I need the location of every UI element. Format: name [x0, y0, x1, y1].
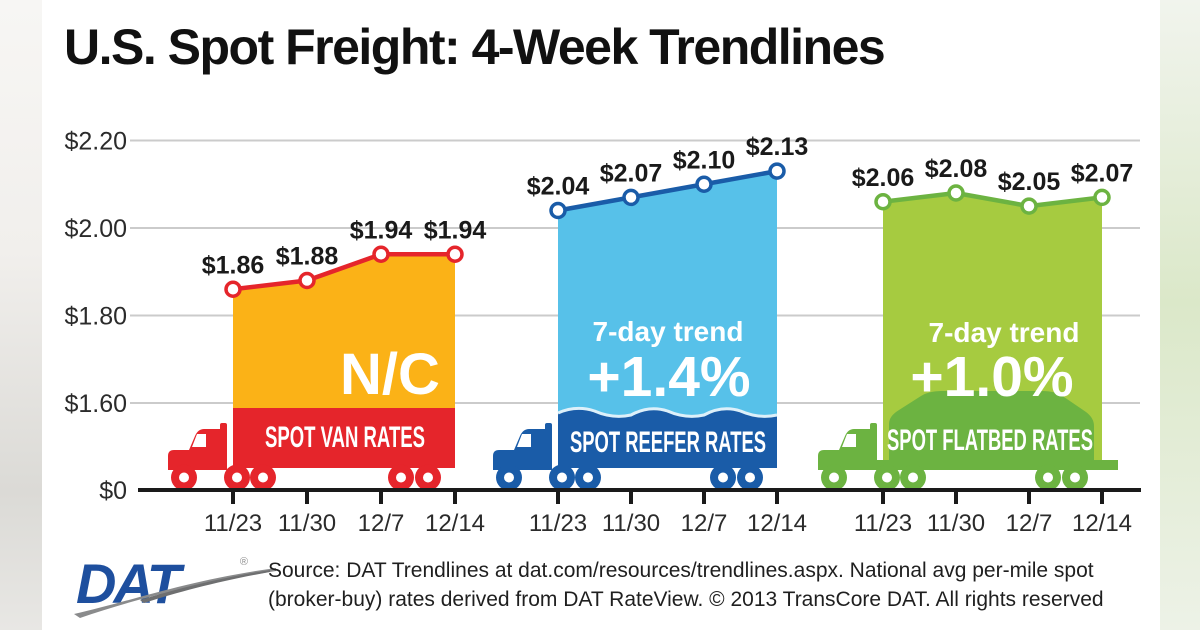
flatbed-data-point	[1093, 188, 1111, 207]
x-axis-date-label: 11/30	[602, 510, 660, 537]
flatbed-data-point	[1020, 197, 1038, 215]
reefer-band-label: SPOT REEFER RATES	[570, 426, 766, 459]
truck-wheel-hub	[396, 472, 406, 483]
x-axis-date-label: 11/30	[278, 510, 336, 537]
x-axis-date-label: 12/7	[1006, 510, 1053, 537]
van-area	[233, 254, 455, 408]
x-axis-date-label: 12/14	[747, 510, 807, 537]
reefer-point-label: $2.13	[746, 133, 809, 161]
flatbed-point-label: $2.05	[998, 168, 1061, 196]
van-point-label: $1.86	[202, 251, 265, 279]
truck-wheel-hub	[258, 472, 268, 483]
truck-wheel-hub	[718, 472, 728, 483]
truck-wheel-hub	[583, 472, 593, 483]
reefer-wave-highlight	[557, 406, 778, 418]
registered-trademark-icon: ®	[239, 556, 248, 568]
dat-logo: DAT ®	[74, 552, 276, 620]
flatbed-deck	[861, 460, 1118, 470]
y-axis-tick-label: $0	[99, 477, 127, 505]
x-axis-date-label: 11/23	[204, 510, 262, 537]
truck-wheel-hub	[1070, 472, 1080, 483]
flatbed-data-point	[947, 184, 965, 202]
x-axis-date-label: 11/30	[927, 510, 985, 537]
y-axis-tick-label: $2.20	[64, 128, 127, 156]
van-trailer-band	[233, 408, 455, 468]
y-axis-tick-label: $2.00	[64, 215, 127, 243]
reefer-data-point	[549, 201, 567, 220]
reefer-trend-value: +1.4%	[587, 345, 750, 409]
truck-wheel-hub	[908, 472, 918, 483]
truck-wheel-hub	[557, 472, 567, 483]
x-axis-date-label: 12/14	[425, 510, 485, 537]
van-data-point	[446, 245, 464, 263]
reefer-point-label: $2.10	[673, 146, 736, 174]
truck-wheel-hub	[232, 472, 242, 483]
truck-cab-window	[517, 434, 531, 447]
y-axis-tick-label: $1.80	[64, 303, 127, 331]
flatbed-point-label: $2.07	[1071, 159, 1134, 187]
truck-wheel-hub	[745, 472, 755, 483]
x-axis-date-label: 12/7	[358, 510, 405, 537]
reefer-point-label: $2.07	[600, 159, 663, 187]
right-gradient-edge	[1160, 0, 1200, 630]
truck-cab-window	[192, 434, 206, 447]
truck-wheel-hub	[179, 472, 189, 483]
dat-logo-text: DAT	[76, 552, 181, 615]
truck-wheel-hub	[423, 472, 433, 483]
y-axis-tick-label: $1.60	[64, 390, 127, 418]
reefer-point-label: $2.04	[527, 173, 590, 201]
van-point-label: $1.88	[276, 243, 339, 271]
reefer-area	[558, 171, 777, 417]
van-data-point	[372, 245, 390, 263]
page-title: U.S. Spot Freight: 4-Week Trendlines	[64, 19, 886, 75]
reefer-trend-line	[557, 168, 778, 213]
van-data-point	[298, 271, 316, 290]
van-point-label: $1.94	[350, 216, 413, 244]
source-line-1: Source: DAT Trendlines at dat.com/resour…	[268, 559, 1094, 582]
truck-cab-icon	[493, 429, 552, 470]
truck-cab-icon	[818, 429, 877, 470]
truck-wheel-hub	[504, 472, 514, 483]
truck-cab-icon	[168, 429, 227, 470]
reefer-data-point	[695, 175, 713, 193]
x-axis-date-label: 11/23	[854, 510, 912, 537]
flatbed-band-label: SPOT FLATBED RATES	[887, 424, 1093, 457]
x-axis-date-label: 11/23	[529, 510, 587, 537]
van-band-label: SPOT VAN RATES	[265, 421, 425, 454]
flatbed-tarp	[889, 391, 1094, 462]
van-data-point	[224, 280, 242, 298]
logo-swoosh-icon	[74, 568, 276, 618]
series-reefer: 7-day trend+1.4% SPOT REEFER RATES $2.04 $2…	[527, 133, 809, 468]
source-attribution: Source: DAT Trendlines at dat.com/resour…	[268, 556, 1104, 614]
truck-wheel-hub	[882, 472, 892, 483]
flatbed-trend-value: +1.0%	[910, 345, 1073, 409]
x-axis-date-label: 12/7	[681, 510, 728, 537]
reefer-data-point	[768, 162, 786, 180]
reefer-trend-label: 7-day trend	[593, 316, 744, 347]
reefer-data-point	[622, 188, 640, 207]
left-gradient-edge	[0, 0, 42, 630]
truck-wheel-hub	[1043, 472, 1053, 483]
flatbed-point-label: $2.08	[925, 155, 988, 183]
x-axis-date-label: 12/14	[1072, 510, 1132, 537]
flatbed-trend-line	[882, 190, 1103, 209]
flatbed-trend-label: 7-day trend	[929, 317, 1080, 348]
flatbed-data-point	[874, 193, 892, 211]
source-line-2: (broker-buy) rates derived from DAT Rate…	[268, 588, 1104, 611]
van-trend-value: N/C	[340, 342, 440, 407]
flatbed-point-label: $2.06	[852, 164, 915, 192]
series-van: N/C SPOT VAN RATES $1.86 $1.88 $1.94 $1.94	[202, 216, 487, 468]
truck-cab-window	[842, 434, 856, 447]
series-flatbed: 7-day trend+1.0% SPOT FLATBED RATES $2.06 $…	[852, 155, 1134, 470]
van-point-label: $1.94	[424, 216, 487, 244]
truck-wheel-hub	[829, 472, 839, 483]
van-trend-line	[232, 252, 455, 292]
reefer-trailer-band	[558, 408, 777, 468]
